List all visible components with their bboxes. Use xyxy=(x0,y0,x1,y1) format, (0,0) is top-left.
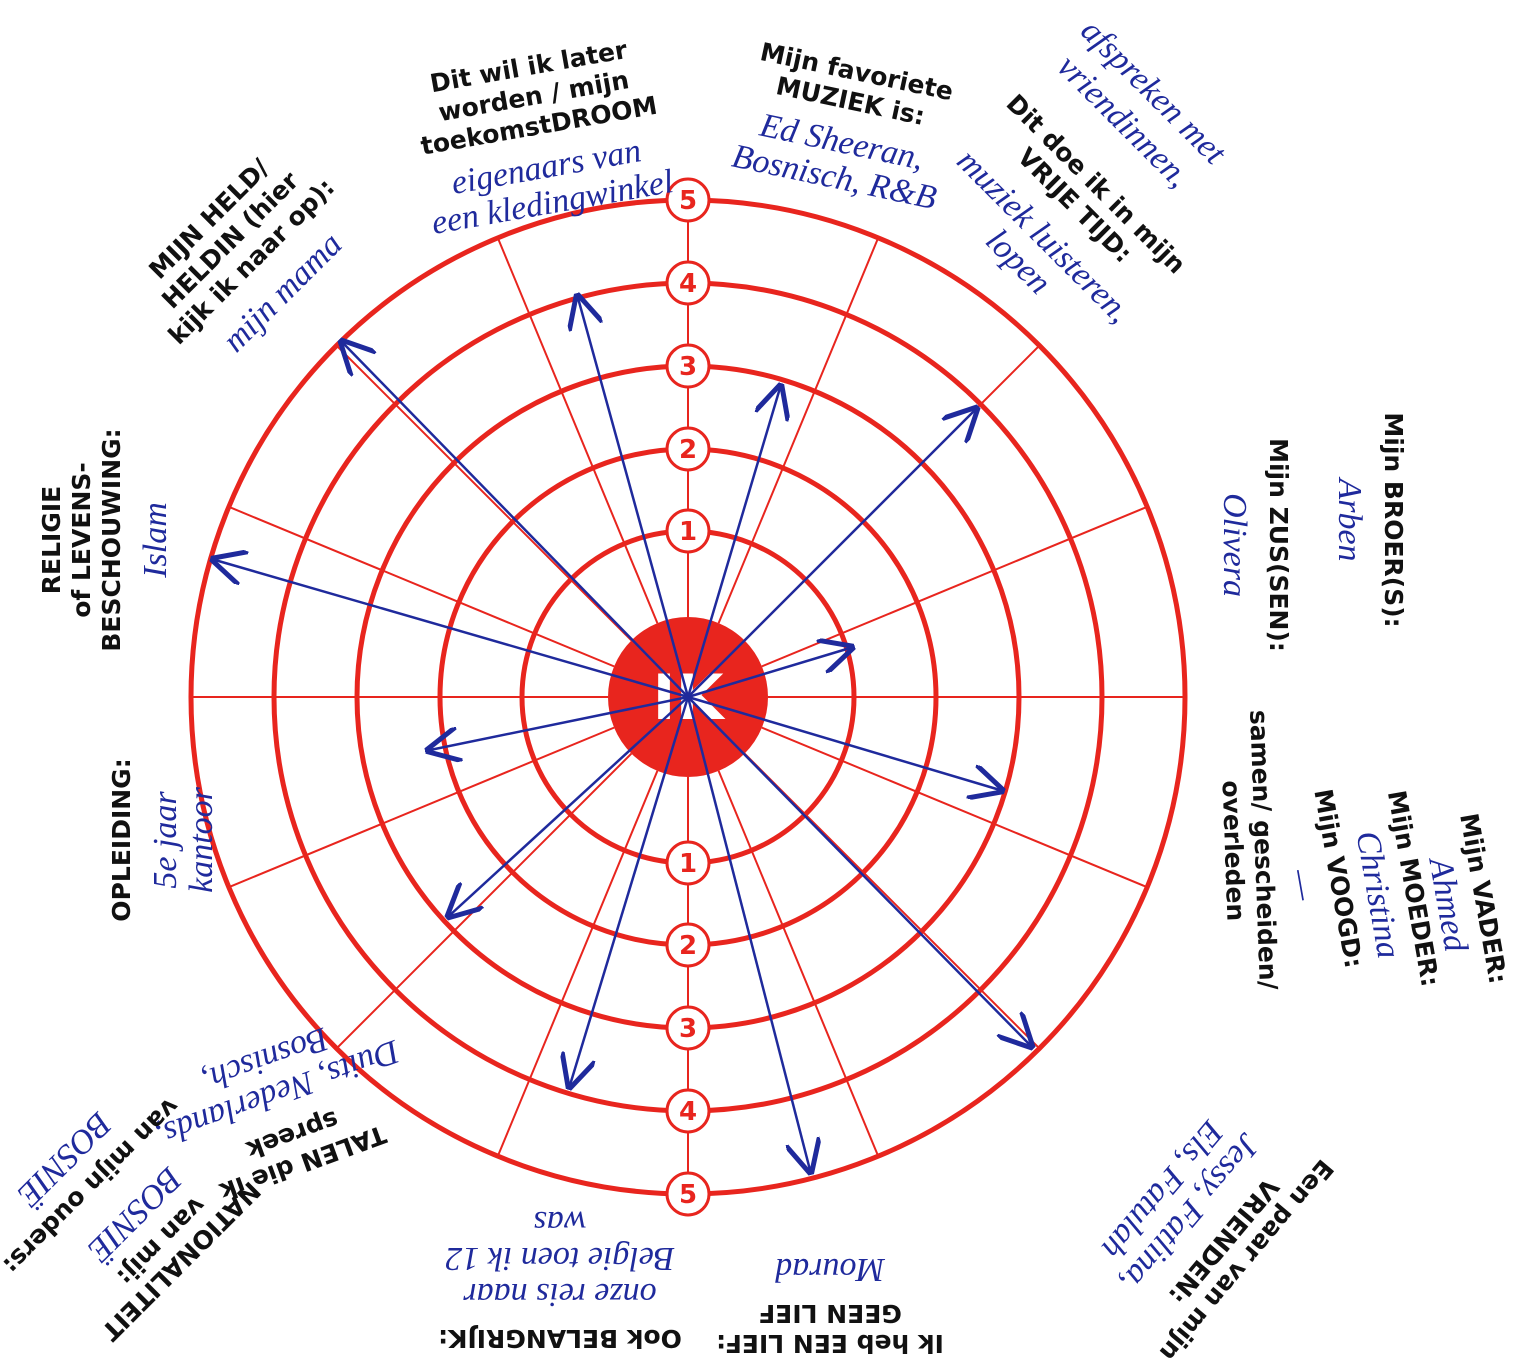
handwritten-answer: Islam xyxy=(137,502,174,579)
arrow xyxy=(430,695,689,750)
printed-label: Ik heb EEN LIEF: xyxy=(716,1329,944,1358)
handwritten-answer: kantoor xyxy=(183,786,220,893)
section: samen/ gescheiden/overleden xyxy=(1217,709,1283,991)
spoke xyxy=(228,726,615,889)
ring-number: 5 xyxy=(679,1180,697,1210)
ring-badge xyxy=(665,426,711,472)
arrow xyxy=(450,696,689,915)
ring-badge xyxy=(665,922,711,968)
spoke xyxy=(496,237,659,624)
section: OPLEIDING: 5e jaar kantoor xyxy=(107,758,220,921)
spoke xyxy=(335,752,633,1050)
printed-label: overleden xyxy=(1217,780,1251,922)
spoke xyxy=(496,770,659,1157)
handwritten-answer: onze reis naar xyxy=(463,1276,657,1313)
arrow xyxy=(215,560,689,699)
printed-label: Mijn BROER(S): xyxy=(1379,412,1408,627)
ring-badge xyxy=(665,508,711,554)
spoke xyxy=(717,770,880,1157)
spoke xyxy=(717,237,880,624)
printed-label: BESCHOUWING: xyxy=(97,428,126,651)
section: Ik heb EEN LIEF:GEEN LIEF Mourad xyxy=(716,1251,944,1358)
printed-label: of LEVENS- xyxy=(67,462,96,618)
printed-label: samen/ gescheiden/ xyxy=(1244,709,1283,991)
handwritten-answer: Mourad xyxy=(774,1251,886,1288)
handwritten-answer: Belgie toen ik 12 xyxy=(445,1240,674,1277)
printed-label: GEEN LIEF xyxy=(758,1299,902,1328)
ring-number: 4 xyxy=(679,1097,697,1127)
ring-badge xyxy=(665,343,711,389)
arrow xyxy=(686,388,780,698)
printed-label: Ook BELANGRIJK: xyxy=(438,1324,682,1353)
arrow xyxy=(687,696,1030,1045)
printed-label: Mijn ZUS(SEN): xyxy=(1264,438,1293,652)
ring-number: 1 xyxy=(679,849,697,879)
spoke xyxy=(743,752,1041,1050)
ring-number: 3 xyxy=(679,1014,697,1044)
arrow xyxy=(687,410,975,698)
printed-label: RELIGIE xyxy=(37,486,66,594)
section: Mijn VOOGD:— xyxy=(1282,787,1368,970)
arrows xyxy=(215,298,1030,1170)
handwritten-answer: Olivera xyxy=(1216,493,1253,597)
ring-badge xyxy=(665,1088,711,1134)
section: Mijn BROER(S): Arben xyxy=(1331,412,1408,627)
section: RELIGIE of LEVENS- BESCHOUWING: Islam xyxy=(37,428,174,651)
handwritten-answer: — xyxy=(1282,866,1324,904)
handwritten-answer: was xyxy=(534,1204,587,1241)
ring-number: 5 xyxy=(679,186,697,216)
arrow xyxy=(686,696,810,1170)
handwritten-answer: Arben xyxy=(1331,476,1368,561)
spoke xyxy=(761,726,1148,889)
arrow xyxy=(343,343,689,698)
ring-number: 3 xyxy=(679,352,697,382)
arrow xyxy=(687,695,1000,790)
printed-label: OPLEIDING: xyxy=(107,758,136,921)
section: Mijn ZUS(SEN): Olivera xyxy=(1216,438,1293,652)
ring-badge xyxy=(665,840,711,886)
arrow xyxy=(578,298,690,698)
handwritten-answer: 5e jaar xyxy=(147,791,184,889)
ring-number: 4 xyxy=(679,269,697,299)
ring-badge xyxy=(665,1005,711,1051)
ring-badge xyxy=(665,1171,711,1217)
arrow xyxy=(687,648,850,699)
ring-number: 1 xyxy=(679,517,697,547)
ring-badge xyxy=(665,177,711,223)
ring-number: 2 xyxy=(679,435,697,465)
spoke xyxy=(228,505,615,668)
ring-badge xyxy=(665,260,711,306)
arrow xyxy=(570,696,690,1085)
ring-number: 2 xyxy=(679,931,697,961)
spoke xyxy=(335,344,633,642)
